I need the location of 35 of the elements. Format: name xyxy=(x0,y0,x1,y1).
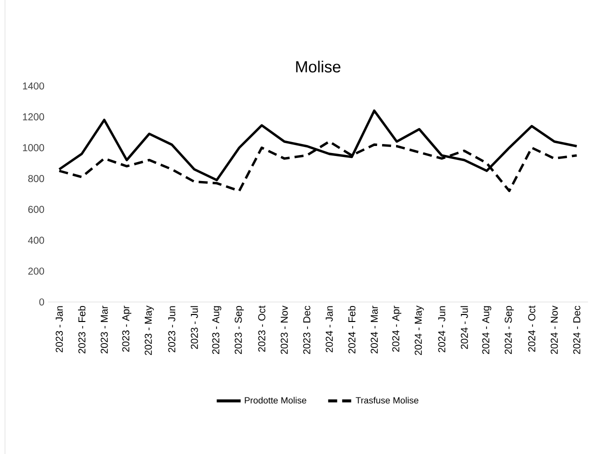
x-tick-label: 2023 - Sep xyxy=(234,306,244,354)
x-tick-label: 2024 - Jun xyxy=(438,306,446,352)
x-tick-label: 2023 - Jan xyxy=(56,306,63,352)
x-tick-label: 2023 - Nov xyxy=(280,306,288,354)
chart-title: Molise xyxy=(296,60,340,72)
y-tick-label: 0 xyxy=(39,298,44,306)
x-tick-label: 2024 - Jul xyxy=(460,306,468,349)
x-tick-label: 2024 - Nov xyxy=(550,306,558,354)
y-tick-label: 1000 xyxy=(23,144,44,152)
x-tick-label: 2023 - May xyxy=(144,306,154,356)
y-tick-label: 800 xyxy=(28,175,44,182)
x-tick-label: 2024 - Apr xyxy=(392,306,402,352)
x-tick-label: 2023 - Jul xyxy=(190,306,198,349)
x-tick-label: 2023 - Feb xyxy=(78,306,86,354)
x-tick-label: 2024 - Aug xyxy=(482,306,492,354)
x-tick-label: 2024 - Dec xyxy=(573,306,580,354)
x-tick-label: 2023 - Apr xyxy=(122,306,132,352)
x-tick-label: 2024 - Oct xyxy=(528,306,536,352)
x-tick-label: 2023 - Aug xyxy=(212,306,222,354)
legend-label: Trasfuse Molise xyxy=(356,396,418,404)
x-tick-label: 2023 - Dec xyxy=(303,306,310,354)
y-tick-label: 400 xyxy=(28,236,44,244)
x-tick-label: 2023 - Jun xyxy=(168,306,176,352)
x-tick-label: 2024 - Sep xyxy=(504,306,514,354)
x-tick-label: 2024 - May xyxy=(414,306,424,356)
legend-label: Prodotte Molise xyxy=(244,396,306,404)
y-tick-label: 600 xyxy=(28,206,44,213)
x-tick-label: 2024 - Jan xyxy=(326,306,333,352)
x-tick-label: 2023 - Oct xyxy=(258,306,266,352)
x-tick-label: 2024 - Mar xyxy=(370,306,378,354)
x-tick-label: 2024 - Feb xyxy=(348,306,356,354)
x-tick-label: 2023 - Mar xyxy=(100,306,108,354)
y-tick-label: 1200 xyxy=(23,113,44,120)
y-tick-label: 200 xyxy=(28,268,44,275)
y-tick-label: 1400 xyxy=(23,82,44,90)
